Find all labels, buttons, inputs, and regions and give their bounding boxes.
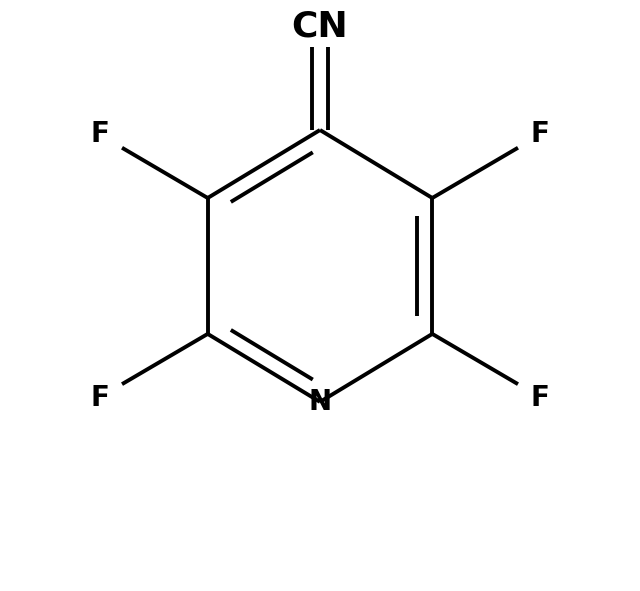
Text: F: F — [531, 120, 549, 148]
Text: CN: CN — [292, 9, 348, 44]
Text: N: N — [308, 388, 332, 416]
Text: F: F — [91, 384, 109, 412]
Text: F: F — [91, 120, 109, 148]
Text: F: F — [531, 384, 549, 412]
